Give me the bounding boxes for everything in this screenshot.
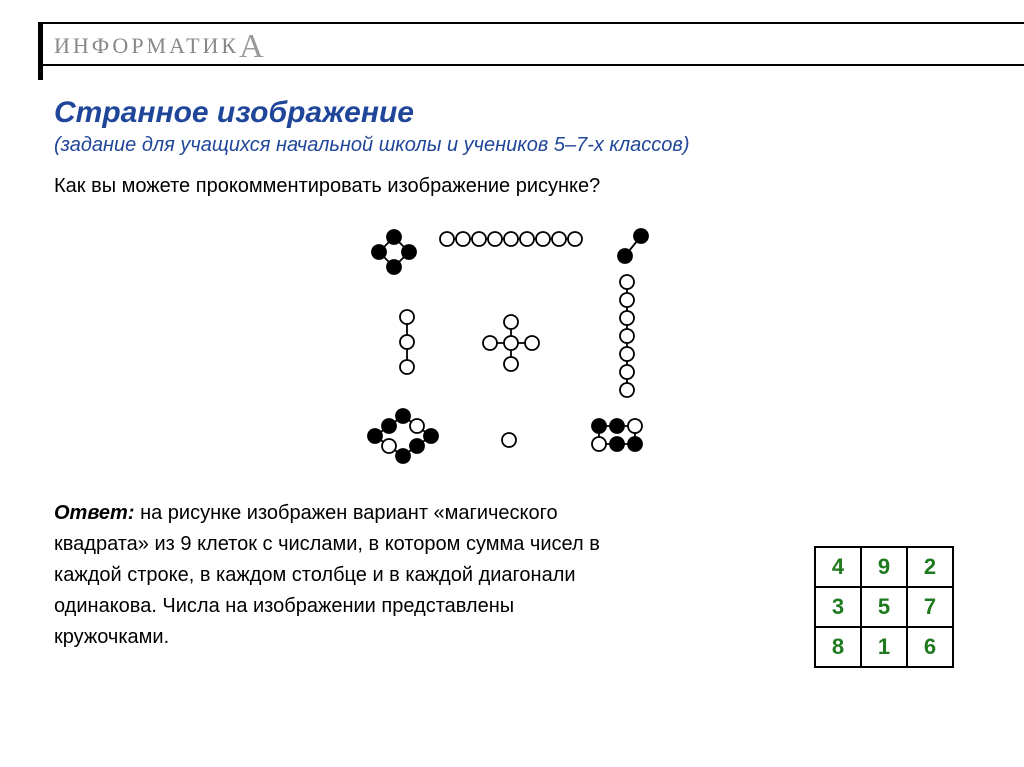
header-rule-top bbox=[38, 22, 1024, 24]
brand-text: ИНФОРМАТИК bbox=[54, 33, 239, 58]
question-text: Как вы можете прокомментировать изображе… bbox=[54, 175, 964, 198]
page-title: Странное изображение bbox=[54, 96, 964, 130]
figure-node bbox=[618, 249, 632, 263]
figure-node bbox=[424, 429, 438, 443]
figure-node bbox=[456, 232, 470, 246]
figure-node bbox=[620, 383, 634, 397]
figure-node bbox=[382, 419, 396, 433]
answer-block: Ответ: на рисунке изображен вариант «маг… bbox=[54, 498, 624, 653]
figure-node bbox=[372, 245, 386, 259]
magic-cell: 6 bbox=[907, 627, 953, 667]
figure-node bbox=[488, 232, 502, 246]
figure-node bbox=[620, 329, 634, 343]
figure-node bbox=[620, 275, 634, 289]
magic-cell: 4 bbox=[815, 547, 861, 587]
figure-node bbox=[620, 311, 634, 325]
figure-node bbox=[410, 419, 424, 433]
figure-node bbox=[440, 232, 454, 246]
figure-node bbox=[592, 419, 606, 433]
header-rule-vertical bbox=[38, 22, 43, 80]
figure-node bbox=[400, 335, 414, 349]
table-row: 492 bbox=[815, 547, 953, 587]
figure-node bbox=[620, 293, 634, 307]
figure-node bbox=[504, 357, 518, 371]
figure-node bbox=[502, 433, 516, 447]
answer-label: Ответ: bbox=[54, 502, 135, 524]
figure-node bbox=[483, 336, 497, 350]
figure-node bbox=[472, 232, 486, 246]
figure-node bbox=[400, 310, 414, 324]
page-header: ИНФОРМАТИКА bbox=[0, 22, 1024, 66]
figure-node bbox=[504, 232, 518, 246]
figure-node bbox=[552, 232, 566, 246]
table-row: 816 bbox=[815, 627, 953, 667]
figure-node bbox=[382, 439, 396, 453]
figure-node bbox=[592, 437, 606, 451]
figure-node bbox=[620, 365, 634, 379]
content: Странное изображение (задание для учащих… bbox=[54, 96, 964, 497]
figure-node bbox=[400, 360, 414, 374]
figure bbox=[54, 212, 964, 497]
magic-cell: 1 bbox=[861, 627, 907, 667]
figure-node bbox=[504, 336, 518, 350]
answer-row: Ответ: на рисунке изображен вариант «маг… bbox=[54, 498, 964, 668]
figure-node bbox=[610, 419, 624, 433]
magic-cell: 8 bbox=[815, 627, 861, 667]
magic-cell: 2 bbox=[907, 547, 953, 587]
brand-suffix: А bbox=[239, 28, 264, 65]
table-row: 357 bbox=[815, 587, 953, 627]
figure-node bbox=[620, 347, 634, 361]
figure-node bbox=[387, 260, 401, 274]
figure-node bbox=[396, 409, 410, 423]
figure-node bbox=[610, 437, 624, 451]
figure-node bbox=[628, 437, 642, 451]
magic-cell: 3 bbox=[815, 587, 861, 627]
figure-node bbox=[628, 419, 642, 433]
figure-node bbox=[368, 429, 382, 443]
magic-cell: 5 bbox=[861, 587, 907, 627]
figure-node bbox=[402, 245, 416, 259]
figure-node bbox=[568, 232, 582, 246]
page-subtitle: (задание для учащихся начальной школы и … bbox=[54, 134, 964, 157]
figure-node bbox=[410, 439, 424, 453]
figure-node bbox=[396, 449, 410, 463]
figure-node bbox=[520, 232, 534, 246]
figure-node bbox=[525, 336, 539, 350]
figure-node bbox=[504, 315, 518, 329]
figure-node bbox=[634, 229, 648, 243]
figure-node bbox=[387, 230, 401, 244]
magic-square-table: 492357816 bbox=[814, 546, 954, 668]
figure-svg bbox=[329, 212, 689, 492]
brand-title: ИНФОРМАТИКА bbox=[54, 28, 264, 66]
magic-cell: 9 bbox=[861, 547, 907, 587]
figure-node bbox=[536, 232, 550, 246]
magic-cell: 7 bbox=[907, 587, 953, 627]
answer-body: на рисунке изображен вариант «магическог… bbox=[54, 502, 600, 648]
